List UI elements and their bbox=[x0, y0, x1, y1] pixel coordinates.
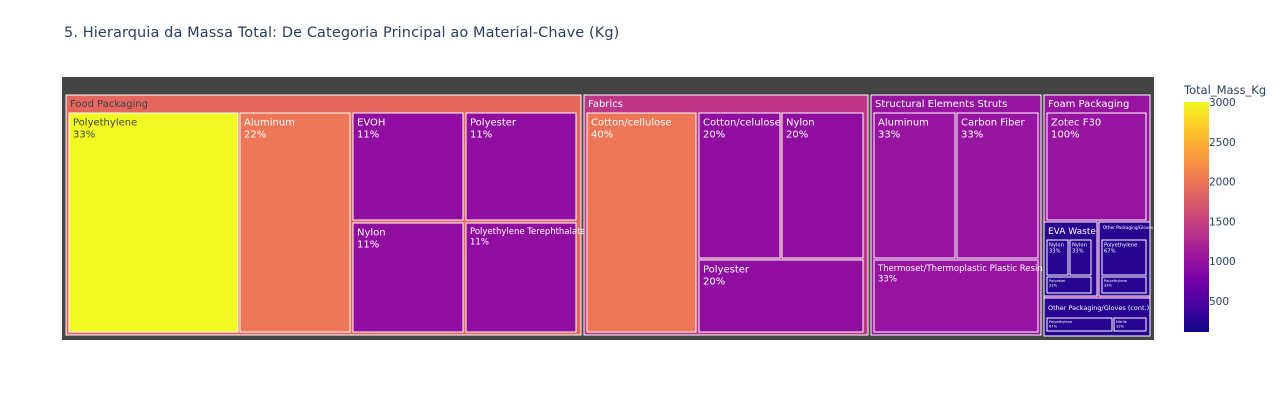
colorbar-tick-label: 3000 bbox=[1209, 97, 1236, 109]
treemap-leaf-zotec-f30-value: 100% bbox=[1051, 130, 1080, 141]
treemap-leaf-nylon-label: Nylon bbox=[786, 118, 815, 129]
treemap-leaf-zotec-f30[interactable] bbox=[1046, 112, 1147, 221]
treemap-leaf-polyester-value: 33% bbox=[1049, 283, 1058, 287]
treemap-subgroup-other-packaging-gloves[interactable]: Other Packaging/GlovesPolyethylene67%Pol… bbox=[1098, 221, 1153, 297]
treemap-leaf-polyethylene[interactable] bbox=[1101, 239, 1147, 276]
treemap-leaf-carbon-fiber-label: Carbon Fiber bbox=[961, 118, 1026, 129]
colorbar-tick-label: 2000 bbox=[1209, 177, 1236, 189]
colorbar bbox=[1184, 102, 1209, 332]
treemap-leaf-aluminum[interactable] bbox=[873, 112, 956, 259]
treemap-leaf-aluminum-label: Aluminum bbox=[878, 118, 929, 129]
treemap-leaf-polyester[interactable] bbox=[698, 259, 864, 333]
treemap-group-structural-elements-struts[interactable]: Structural Elements StrutsAluminum33%Car… bbox=[870, 94, 1043, 336]
treemap-leaf-aluminum-label: Aluminum bbox=[244, 118, 295, 129]
treemap-leaf-polyester-value: 11% bbox=[470, 130, 492, 141]
treemap-leaf-nitrile-value: 33% bbox=[1116, 324, 1125, 328]
treemap-group-foam-packaging-tile-label: Foam Packaging bbox=[1048, 99, 1129, 110]
treemap-leaf-cotton-celulose-label: Cotton/celulose bbox=[703, 118, 781, 129]
treemap-leaf-nylon-label: Nylon bbox=[1072, 242, 1087, 248]
treemap-leaf-aluminum[interactable] bbox=[239, 112, 351, 333]
treemap-leaf-nylon-value: 33% bbox=[1072, 249, 1084, 255]
treemap-leaf-nitrile-label: Nitrile bbox=[1116, 320, 1128, 324]
treemap-leaf-carbon-fiber[interactable] bbox=[956, 112, 1039, 259]
treemap-leaf-aluminum-value: 22% bbox=[244, 130, 266, 141]
treemap-leaf-polyester[interactable] bbox=[1046, 276, 1092, 294]
treemap-leaf-cotton-celulose[interactable] bbox=[698, 112, 781, 259]
treemap-leaf-polyethylene[interactable] bbox=[68, 112, 239, 333]
treemap-leaf-nylon[interactable] bbox=[1046, 239, 1069, 276]
treemap-leaf-polyethylene[interactable] bbox=[1101, 276, 1147, 294]
treemap-leaf-cotton-celulose-value: 20% bbox=[703, 130, 725, 141]
treemap-group-food-packaging-tile-label: Food Packaging bbox=[70, 99, 148, 110]
treemap-leaf-thermoset-thermoplastic-plastic-resin-value: 33% bbox=[878, 274, 897, 284]
treemap-leaf-polyethylene-label: Polyethylene bbox=[1049, 320, 1073, 324]
treemap-leaf-cotton-cellulose[interactable] bbox=[586, 112, 697, 333]
treemap-leaf-polyethylene-value: 67% bbox=[1104, 249, 1116, 255]
treemap-leaf-nitrile[interactable] bbox=[1113, 317, 1147, 332]
treemap-leaf-polyethylene-value: 33% bbox=[1104, 283, 1113, 287]
treemap-leaf-polyester-value: 20% bbox=[703, 277, 725, 288]
treemap-leaf-thermoset-thermoplastic-plastic-resin[interactable] bbox=[873, 259, 1039, 333]
treemap-leaf-nylon[interactable] bbox=[352, 222, 464, 333]
treemap-leaf-evoh-label: EVOH bbox=[357, 118, 385, 129]
treemap-leaf-nylon[interactable] bbox=[1069, 239, 1092, 276]
treemap-leaf-thermoset-thermoplastic-plastic-resin-label: Thermoset/Thermoplastic Plastic Resin bbox=[877, 264, 1043, 274]
colorbar-tick-label: 2500 bbox=[1209, 137, 1236, 149]
treemap-group-fabrics-tile-label: Fabrics bbox=[588, 99, 623, 110]
treemap-leaf-polyethylene-label: Polyethylene bbox=[1104, 242, 1137, 248]
treemap-leaf-cotton-cellulose-value: 40% bbox=[591, 130, 613, 141]
treemap-leaf-nylon[interactable] bbox=[781, 112, 864, 259]
treemap-leaf-nylon-label: Nylon bbox=[1049, 242, 1064, 248]
colorbar-tick-label: 1500 bbox=[1209, 216, 1236, 228]
treemap-leaf-nylon-value: 20% bbox=[786, 130, 808, 141]
chart-title: 5. Hierarquia da Massa Total: De Categor… bbox=[64, 25, 620, 41]
treemap-leaf-polyethylene-terephthalate-value: 11% bbox=[470, 237, 489, 247]
treemap-leaf-polyethylene-label: Polyethylene bbox=[1104, 279, 1128, 283]
treemap-leaf-nylon-label: Nylon bbox=[357, 228, 386, 239]
treemap-leaf-polyethylene-terephthalate-label: Polyethylene Terephthalate bbox=[470, 227, 586, 237]
treemap-leaf-polyethylene[interactable] bbox=[1046, 317, 1113, 332]
treemap-leaf-nylon-value: 11% bbox=[357, 240, 379, 251]
treemap-subgroup-other-packaging-gloves-cont[interactable]: Other Packaging/Gloves (cont.) Polyethyle… bbox=[1043, 297, 1151, 337]
treemap-leaf-cotton-cellulose-label: Cotton/cellulose bbox=[591, 118, 672, 129]
colorbar-tick-label: 1000 bbox=[1209, 256, 1236, 268]
treemap-leaf-evoh[interactable] bbox=[352, 112, 464, 221]
treemap-leaf-polyester[interactable] bbox=[465, 112, 577, 221]
treemap-leaf-polyethylene-terephthalate[interactable] bbox=[465, 222, 577, 333]
treemap-leaf-polyester-label: Polyester bbox=[1049, 279, 1066, 283]
treemap-leaf-zotec-f30-label: Zotec F30 bbox=[1051, 118, 1101, 129]
treemap-leaf-polyethylene-value: 33% bbox=[73, 130, 95, 141]
treemap-subgroup-other-packaging-gloves-cont-tile-label: Other Packaging/Gloves (cont.) bbox=[1048, 304, 1149, 312]
colorbar-title: Total_Mass_Kg bbox=[1183, 83, 1266, 97]
treemap-leaf-polyethylene-label: Polyethylene bbox=[73, 118, 137, 129]
treemap-leaf-polyethylene-value: 67% bbox=[1049, 324, 1058, 328]
treemap-leaf-evoh-value: 11% bbox=[357, 130, 379, 141]
treemap-leaf-polyester-label: Polyester bbox=[703, 265, 750, 276]
treemap-leaf-carbon-fiber-value: 33% bbox=[961, 130, 983, 141]
treemap-subgroup-other-packaging-gloves-tile-label: Other Packaging/Gloves bbox=[1103, 225, 1153, 230]
treemap-subgroup-eva-waste-tile-label: EVA Waste bbox=[1048, 227, 1096, 237]
colorbar-tick-label: 500 bbox=[1209, 296, 1229, 308]
treemap-leaf-aluminum-value: 33% bbox=[878, 130, 900, 141]
treemap-leaf-polyester-label: Polyester bbox=[470, 118, 517, 129]
treemap-group-structural-elements-struts-tile-label: Structural Elements Struts bbox=[875, 99, 1007, 110]
treemap-leaf-nylon-value: 33% bbox=[1049, 249, 1061, 255]
